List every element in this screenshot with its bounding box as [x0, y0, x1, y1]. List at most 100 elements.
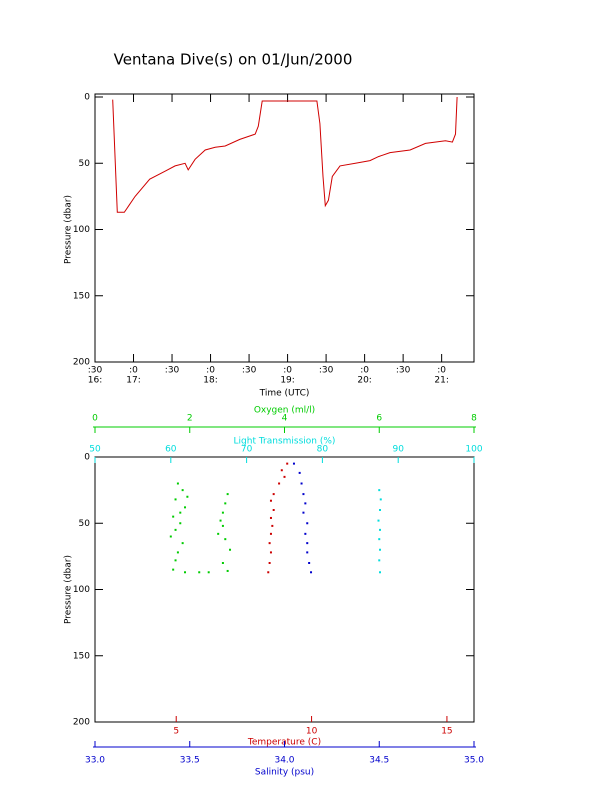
scatter-point	[377, 519, 380, 522]
x-tick-label: :0	[283, 366, 292, 376]
x-tick-hour: 17:	[126, 376, 140, 386]
scatter-point	[378, 559, 381, 562]
pressure-line	[112, 96, 458, 213]
y-tick-label: 200	[73, 718, 90, 728]
scatter-point	[304, 532, 307, 535]
x-tick-label: 2	[187, 414, 193, 424]
y-tick-label: 100	[73, 225, 90, 235]
y-tick-label: 200	[73, 358, 90, 368]
x-tick-label: 8	[471, 414, 477, 424]
scatter-point	[174, 498, 177, 501]
scatter-point	[286, 462, 289, 465]
scatter-point	[269, 551, 272, 554]
plot-frame	[94, 456, 475, 723]
scatter-point	[176, 482, 179, 485]
plot-frame	[94, 93, 475, 363]
scatter-point	[224, 538, 227, 541]
scatter-point	[379, 571, 382, 574]
scatter-point	[176, 551, 179, 554]
y-tick-label: 0	[84, 453, 90, 463]
x-tick-label: :0	[360, 366, 369, 376]
scatter-point	[308, 562, 311, 564]
scatter-point	[302, 493, 305, 496]
scatter-point	[310, 571, 313, 574]
x-tick-label: 35.0	[464, 756, 484, 766]
x-tick-label: 100	[465, 445, 482, 455]
x-tick-label: 90	[392, 445, 404, 455]
scatter-point	[272, 509, 275, 511]
scatter-point	[269, 532, 272, 535]
x-tick-hour: 20:	[357, 376, 371, 386]
y-tick-label: 100	[73, 585, 90, 595]
scatter-point	[268, 562, 271, 564]
scatter-point	[198, 571, 201, 574]
y-tick-label: 0	[84, 93, 90, 103]
scatter-point	[269, 499, 272, 502]
x-tick-label: 4	[282, 414, 288, 424]
scatter-point	[278, 482, 281, 485]
scatter-point	[179, 522, 182, 525]
scatter-point	[268, 542, 271, 545]
scatter-point	[219, 519, 222, 522]
scatter-point	[174, 559, 177, 562]
x-tick-label: :0	[206, 366, 215, 376]
x-tick-label: 34.0	[274, 756, 294, 766]
scatter-point	[272, 493, 275, 496]
x-tick-label: :30	[165, 366, 180, 376]
scatter-point	[172, 515, 175, 518]
scatter-point	[184, 571, 187, 574]
scatter-point	[179, 511, 182, 514]
scatter-point	[280, 469, 283, 472]
x-tick-label: :30	[88, 366, 103, 376]
x-axis-label: Time (UTC)	[259, 389, 310, 399]
x-tick-hour: 21:	[434, 376, 448, 386]
scatter-point	[217, 532, 220, 535]
x-tick-label: 5	[173, 727, 179, 737]
x-axis-label: Salinity (psu)	[255, 768, 314, 778]
scatter-point	[181, 542, 184, 545]
scatter-point	[221, 562, 224, 564]
scatter-point	[169, 535, 172, 538]
y-axis-label: Pressure (dbar)	[64, 555, 74, 624]
y-tick-label: 150	[73, 651, 90, 661]
scatter-point	[379, 528, 382, 531]
x-tick-hour: 16:	[88, 376, 102, 386]
x-tick-label: :30	[242, 366, 257, 376]
x-tick-label: :30	[319, 366, 334, 376]
scatter-point	[306, 522, 309, 525]
scatter-point	[379, 509, 382, 511]
x-tick-hour: 18:	[203, 376, 217, 386]
scatter-point	[267, 571, 270, 574]
x-tick-label: 6	[376, 414, 382, 424]
scatter-point	[181, 489, 184, 492]
scatter-point	[378, 489, 381, 492]
scatter-point	[306, 542, 309, 545]
x-tick-label: 34.5	[369, 756, 389, 766]
scatter-point	[221, 511, 224, 514]
x-tick-label: 10	[306, 727, 318, 737]
scatter-point	[292, 462, 295, 465]
x-tick-hour: 19:	[280, 376, 294, 386]
x-axis-label: Light Transmission (%)	[234, 437, 336, 447]
scatter-point	[172, 568, 175, 571]
y-tick-label: 50	[79, 519, 91, 529]
x-tick-label: 70	[241, 445, 253, 455]
scatter-point	[298, 471, 301, 474]
scatter-point	[304, 502, 307, 505]
scatter-point	[226, 493, 229, 496]
scatter-point	[229, 548, 232, 551]
scatter-point	[174, 528, 177, 531]
scatter-point	[378, 538, 381, 541]
x-tick-label: :0	[129, 366, 138, 376]
scatter-point	[226, 569, 229, 572]
x-tick-label: :30	[396, 366, 411, 376]
scatter-point	[221, 524, 224, 527]
scatter-point	[306, 551, 309, 554]
x-tick-label: 80	[317, 445, 329, 455]
scatter-point	[184, 506, 187, 509]
scatter-point	[302, 511, 305, 514]
x-tick-label: 33.5	[180, 756, 200, 766]
scatter-point	[224, 502, 227, 505]
